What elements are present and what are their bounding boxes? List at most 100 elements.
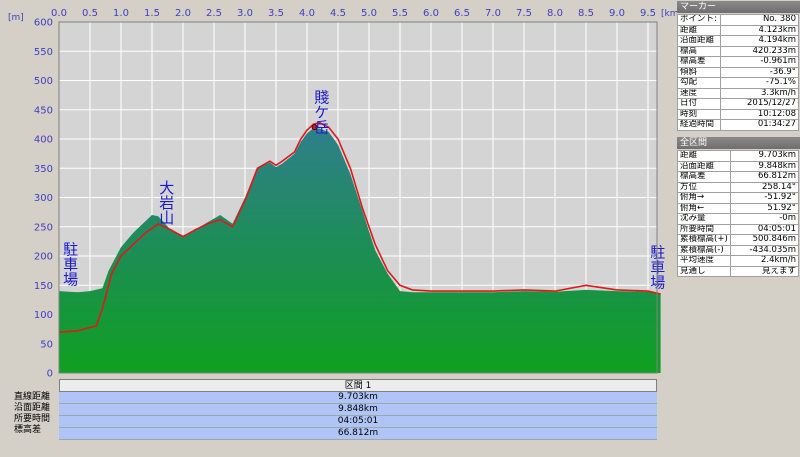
marker-row: 時刻 10:12:08 bbox=[677, 108, 799, 120]
marker-key: ポイント: bbox=[677, 14, 721, 26]
x-tick-label: 1.5 bbox=[144, 8, 160, 19]
all-section-value: 9.703km bbox=[729, 150, 800, 162]
y-tick-label: 350 bbox=[34, 164, 53, 175]
place-label: 賤ケ岳 bbox=[312, 89, 330, 134]
all-section-value: -51.92° bbox=[729, 192, 800, 204]
all-section-key: 距離 bbox=[677, 150, 731, 162]
info-panel: マーカー ポイント: No. 380 距離 4.123km 沿面距離 4.194km 標高 4… bbox=[677, 0, 800, 457]
y-tick-label: 0 bbox=[47, 369, 53, 380]
all-section-value: 04:05:01 bbox=[729, 223, 800, 235]
marker-row: 日付 2015/12/27 bbox=[677, 98, 799, 110]
marker-panel-title: マーカー bbox=[677, 1, 800, 13]
marker-key: 経過時間 bbox=[677, 119, 721, 131]
x-tick-label: 7.0 bbox=[485, 8, 501, 19]
all-section-value: -434.035m bbox=[729, 244, 800, 256]
marker-key: 沿面距離 bbox=[677, 35, 721, 47]
x-tick-label: 6.0 bbox=[423, 8, 439, 19]
x-tick-label: 3.0 bbox=[237, 8, 253, 19]
place-label: 大岩山 bbox=[157, 180, 175, 225]
all-section-key: 沿面距離 bbox=[677, 160, 731, 172]
all-section-key: 見通し bbox=[677, 265, 731, 277]
x-tick-label: 1.0 bbox=[113, 8, 129, 19]
all-section-row: 見通し 見えます bbox=[677, 265, 800, 277]
x-tick-label: 9.0 bbox=[609, 8, 625, 19]
section-label: 直線距離 bbox=[0, 392, 59, 403]
all-section-value: -0m bbox=[729, 213, 800, 225]
marker-row: 速度 3.3km/h bbox=[677, 87, 799, 99]
marker-key: 標高差 bbox=[677, 56, 721, 68]
marker-value: 420.233m bbox=[720, 45, 799, 57]
marker-key: 傾斜 bbox=[677, 66, 721, 78]
marker-dot[interactable] bbox=[311, 124, 318, 131]
all-section-table: 距離 9.703km 沿面距離 9.848km 標高差 66.812m 方位 258.14° 俯… bbox=[677, 150, 800, 277]
x-tick-label: 0.0 bbox=[51, 8, 67, 19]
y-tick-label: 250 bbox=[34, 222, 53, 233]
x-tick-label: 8.5 bbox=[578, 8, 594, 19]
x-tick-label: 6.5 bbox=[454, 8, 470, 19]
y-tick-label: 500 bbox=[34, 76, 53, 87]
marker-row: 標高差 -0.961m bbox=[677, 56, 799, 68]
plot-frame bbox=[58, 21, 658, 374]
all-section-value: 500.846m bbox=[729, 234, 800, 246]
all-section-key: 方位 bbox=[677, 181, 731, 193]
section-row-labels: 直線距離 沿面距離 所要時間 標高差 bbox=[0, 392, 59, 436]
all-section-row: 沈み量 -0m bbox=[677, 213, 800, 225]
marker-key: 日付 bbox=[677, 98, 721, 110]
elevation-chart[interactable]: 0 50 100 150 200 250 300 350 400 450 500 550 600 0.0… bbox=[0, 0, 677, 379]
marker-value: -0.961m bbox=[720, 56, 799, 68]
marker-value: 2015/12/27 bbox=[720, 98, 799, 110]
marker-value: 4.194km bbox=[720, 35, 799, 47]
all-section-key: 俯角→ bbox=[677, 192, 731, 204]
x-axis-unit: [km] bbox=[661, 9, 677, 19]
all-section-value: 258.14° bbox=[729, 181, 800, 193]
elevation-area bbox=[59, 128, 661, 373]
all-section-key: 累積標高(+) bbox=[677, 234, 731, 246]
marker-value: 01:34:27 bbox=[720, 119, 799, 131]
x-tick-label: 7.5 bbox=[516, 8, 532, 19]
section-header[interactable]: 区間 1 bbox=[59, 379, 657, 392]
marker-value: 10:12:08 bbox=[720, 108, 799, 120]
marker-key: 勾配 bbox=[677, 77, 721, 89]
marker-key: 速度 bbox=[677, 87, 721, 99]
marker-row: 距離 4.123km bbox=[677, 24, 799, 36]
y-axis-ticks: 0 50 100 150 200 250 300 350 400 450 500 550 600 bbox=[34, 18, 53, 380]
gps-track-line bbox=[58, 121, 661, 333]
marker-row: ポイント: No. 380 bbox=[677, 14, 799, 26]
all-section-key: 沈み量 bbox=[677, 213, 731, 225]
y-tick-label: 150 bbox=[34, 281, 53, 292]
x-tick-label: 4.5 bbox=[330, 8, 346, 19]
all-section-key: 累積標高(-) bbox=[677, 244, 731, 256]
marker-value: 4.123km bbox=[720, 24, 799, 36]
x-axis-ticks: 0.0 0.5 1.0 1.5 2.0 2.5 3.0 3.5 4.0 4.5 5.0 5.5 6.0 6… bbox=[51, 8, 656, 19]
marker-key: 標高 bbox=[677, 45, 721, 57]
y-tick-label: 50 bbox=[40, 339, 53, 350]
x-tick-label: 2.5 bbox=[206, 8, 222, 19]
section-label: 標高差 bbox=[0, 425, 59, 436]
section-label: 沿面距離 bbox=[0, 403, 59, 414]
marker-table: ポイント: No. 380 距離 4.123km 沿面距離 4.194km 標高 420.23… bbox=[677, 14, 799, 131]
marker-row: 経過時間 01:34:27 bbox=[677, 119, 799, 131]
all-section-row: 距離 9.703km bbox=[677, 150, 800, 162]
y-tick-label: 400 bbox=[34, 135, 53, 146]
place-label: 駐車場 bbox=[61, 241, 79, 286]
y-tick-label: 450 bbox=[34, 105, 53, 116]
all-section-value: 9.848km bbox=[729, 160, 800, 172]
marker-row: 標高 420.233m bbox=[677, 45, 799, 57]
marker-value: 3.3km/h bbox=[720, 87, 799, 99]
section-elevation-diff: 66.812m bbox=[59, 428, 657, 440]
all-section-row: 標高差 66.812m bbox=[677, 171, 800, 183]
position-marker[interactable] bbox=[311, 124, 318, 131]
x-tick-label: 2.0 bbox=[175, 8, 191, 19]
marker-row: 勾配 -75.1% bbox=[677, 77, 799, 89]
x-tick-label: 3.5 bbox=[268, 8, 284, 19]
all-section-value: 2.4km/h bbox=[729, 255, 800, 267]
all-section-row: 方位 258.14° bbox=[677, 181, 800, 193]
section-surface-distance: 9.848km bbox=[59, 404, 657, 416]
y-tick-label: 600 bbox=[34, 18, 53, 29]
y-axis-unit: [m] bbox=[8, 13, 24, 23]
x-tick-label: 5.5 bbox=[392, 8, 408, 19]
marker-key: 時刻 bbox=[677, 108, 721, 120]
all-section-key: 標高差 bbox=[677, 171, 731, 183]
section-summary: 区間 1 9.703km 9.848km 04:05:01 66.812m bbox=[59, 379, 657, 440]
